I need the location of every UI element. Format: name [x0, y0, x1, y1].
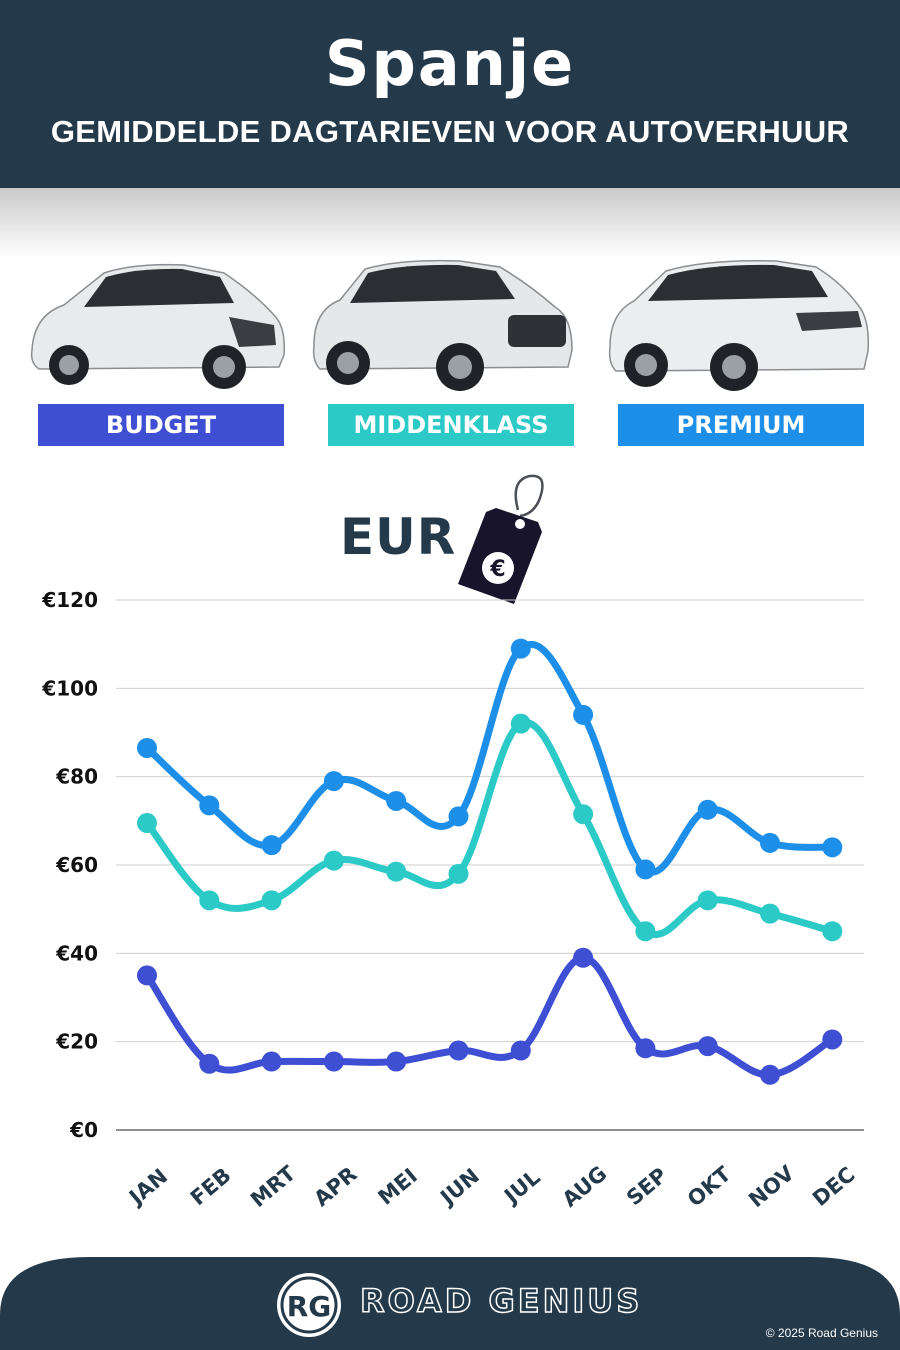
x-tick-label: JUL: [498, 1165, 544, 1209]
y-tick-label: €0: [69, 1118, 98, 1142]
data-point-budget: [323, 1051, 344, 1072]
budget-badge: BUDGET: [38, 404, 284, 446]
rental-price-chart: €0 €20 €40 €60 €80 €100 €120 JAN FEB MRT APR MEI JU…: [41, 588, 864, 1213]
data-point-middenklass: [261, 890, 282, 911]
data-point-middenklass: [635, 921, 656, 942]
data-point-middenklass: [448, 863, 469, 884]
x-axis: JAN FEB MRT APR MEI JUN JUL AUG SEP OKT NOV DEC: [123, 1161, 859, 1213]
data-point-budget: [386, 1051, 407, 1072]
x-tick-label: DEC: [808, 1162, 860, 1211]
series-line-premium: [143, 640, 836, 876]
footer-band: [0, 1257, 900, 1350]
data-point-budget: [573, 947, 594, 968]
data-point-budget: [697, 1036, 718, 1057]
data-point-premium: [448, 806, 469, 827]
data-point-premium: [199, 795, 220, 816]
data-point-premium: [573, 704, 594, 725]
header: Spanje GEMIDDELDE DAGTARIEVEN VOOR AUTOV…: [0, 0, 900, 188]
data-point-premium: [510, 638, 531, 659]
road-genius-logo-icon: RG: [277, 1273, 341, 1337]
euro-symbol: €: [489, 557, 505, 582]
chart-grid: [116, 599, 864, 1131]
budget-car-icon: [30, 263, 286, 389]
data-point-middenklass: [323, 850, 344, 871]
data-point-middenklass: [697, 890, 718, 911]
data-point-middenklass: [573, 804, 594, 825]
header-shadow: [0, 188, 900, 258]
data-point-budget: [199, 1053, 220, 1074]
x-tick-label: FEB: [186, 1163, 236, 1210]
series-line-middenklass: [143, 719, 836, 938]
y-tick-label: €120: [41, 588, 98, 612]
data-point-premium: [697, 799, 718, 820]
data-point-middenklass: [199, 890, 220, 911]
data-point-premium: [323, 771, 344, 792]
data-point-budget: [822, 1029, 843, 1050]
x-tick-label: SEP: [622, 1163, 672, 1210]
data-point-premium: [822, 837, 843, 858]
y-tick-label: €60: [55, 853, 98, 877]
y-tick-label: €40: [55, 941, 98, 965]
data-point-premium: [386, 790, 407, 811]
data-point-premium: [261, 835, 282, 856]
price-tag-icon: €: [458, 474, 544, 604]
data-point-premium: [760, 832, 780, 853]
x-tick-label: JUN: [434, 1164, 483, 1211]
data-point-middenklass: [822, 921, 843, 942]
chart-series: [137, 638, 843, 1085]
x-tick-label: JAN: [123, 1164, 172, 1210]
premium-car-icon: [608, 259, 870, 391]
logo-text: RG: [287, 1290, 332, 1323]
x-tick-label: AUG: [558, 1161, 612, 1211]
data-point-middenklass: [386, 861, 407, 882]
data-point-middenklass: [510, 713, 531, 734]
data-point-middenklass: [137, 813, 157, 834]
data-point-premium: [635, 859, 656, 880]
page-subtitle: GEMIDDELDE DAGTARIEVEN VOOR AUTOVERHUUR: [50, 114, 850, 149]
page-title: Spanje: [324, 27, 576, 100]
data-point-premium: [137, 737, 157, 758]
x-tick-label: MEI: [373, 1164, 421, 1210]
y-tick-label: €80: [55, 765, 98, 789]
x-tick-label: APR: [309, 1162, 361, 1211]
y-tick-label: €20: [55, 1030, 98, 1054]
middenklass-badge: MIDDENKLASS: [328, 404, 574, 446]
x-tick-label: NOV: [744, 1161, 799, 1213]
data-point-budget: [448, 1040, 469, 1061]
copyright: © 2025 Road Genius: [765, 1326, 878, 1340]
premium-badge: PREMIUM: [618, 404, 864, 446]
x-tick-label: MRT: [246, 1161, 301, 1212]
data-point-middenklass: [760, 903, 780, 924]
x-tick-label: OKT: [683, 1161, 736, 1211]
brand-name: ROAD GENIUS: [359, 1281, 643, 1321]
currency-label: EUR: [340, 508, 457, 566]
data-point-budget: [137, 965, 157, 986]
data-point-budget: [635, 1038, 656, 1059]
data-point-budget: [510, 1040, 531, 1061]
data-point-budget: [760, 1064, 780, 1085]
data-point-budget: [261, 1051, 282, 1072]
middenklass-car-icon: [312, 259, 573, 391]
series-line-budget: [143, 954, 836, 1079]
y-axis: €0 €20 €40 €60 €80 €100 €120: [41, 588, 98, 1142]
y-tick-label: €100: [41, 676, 98, 700]
